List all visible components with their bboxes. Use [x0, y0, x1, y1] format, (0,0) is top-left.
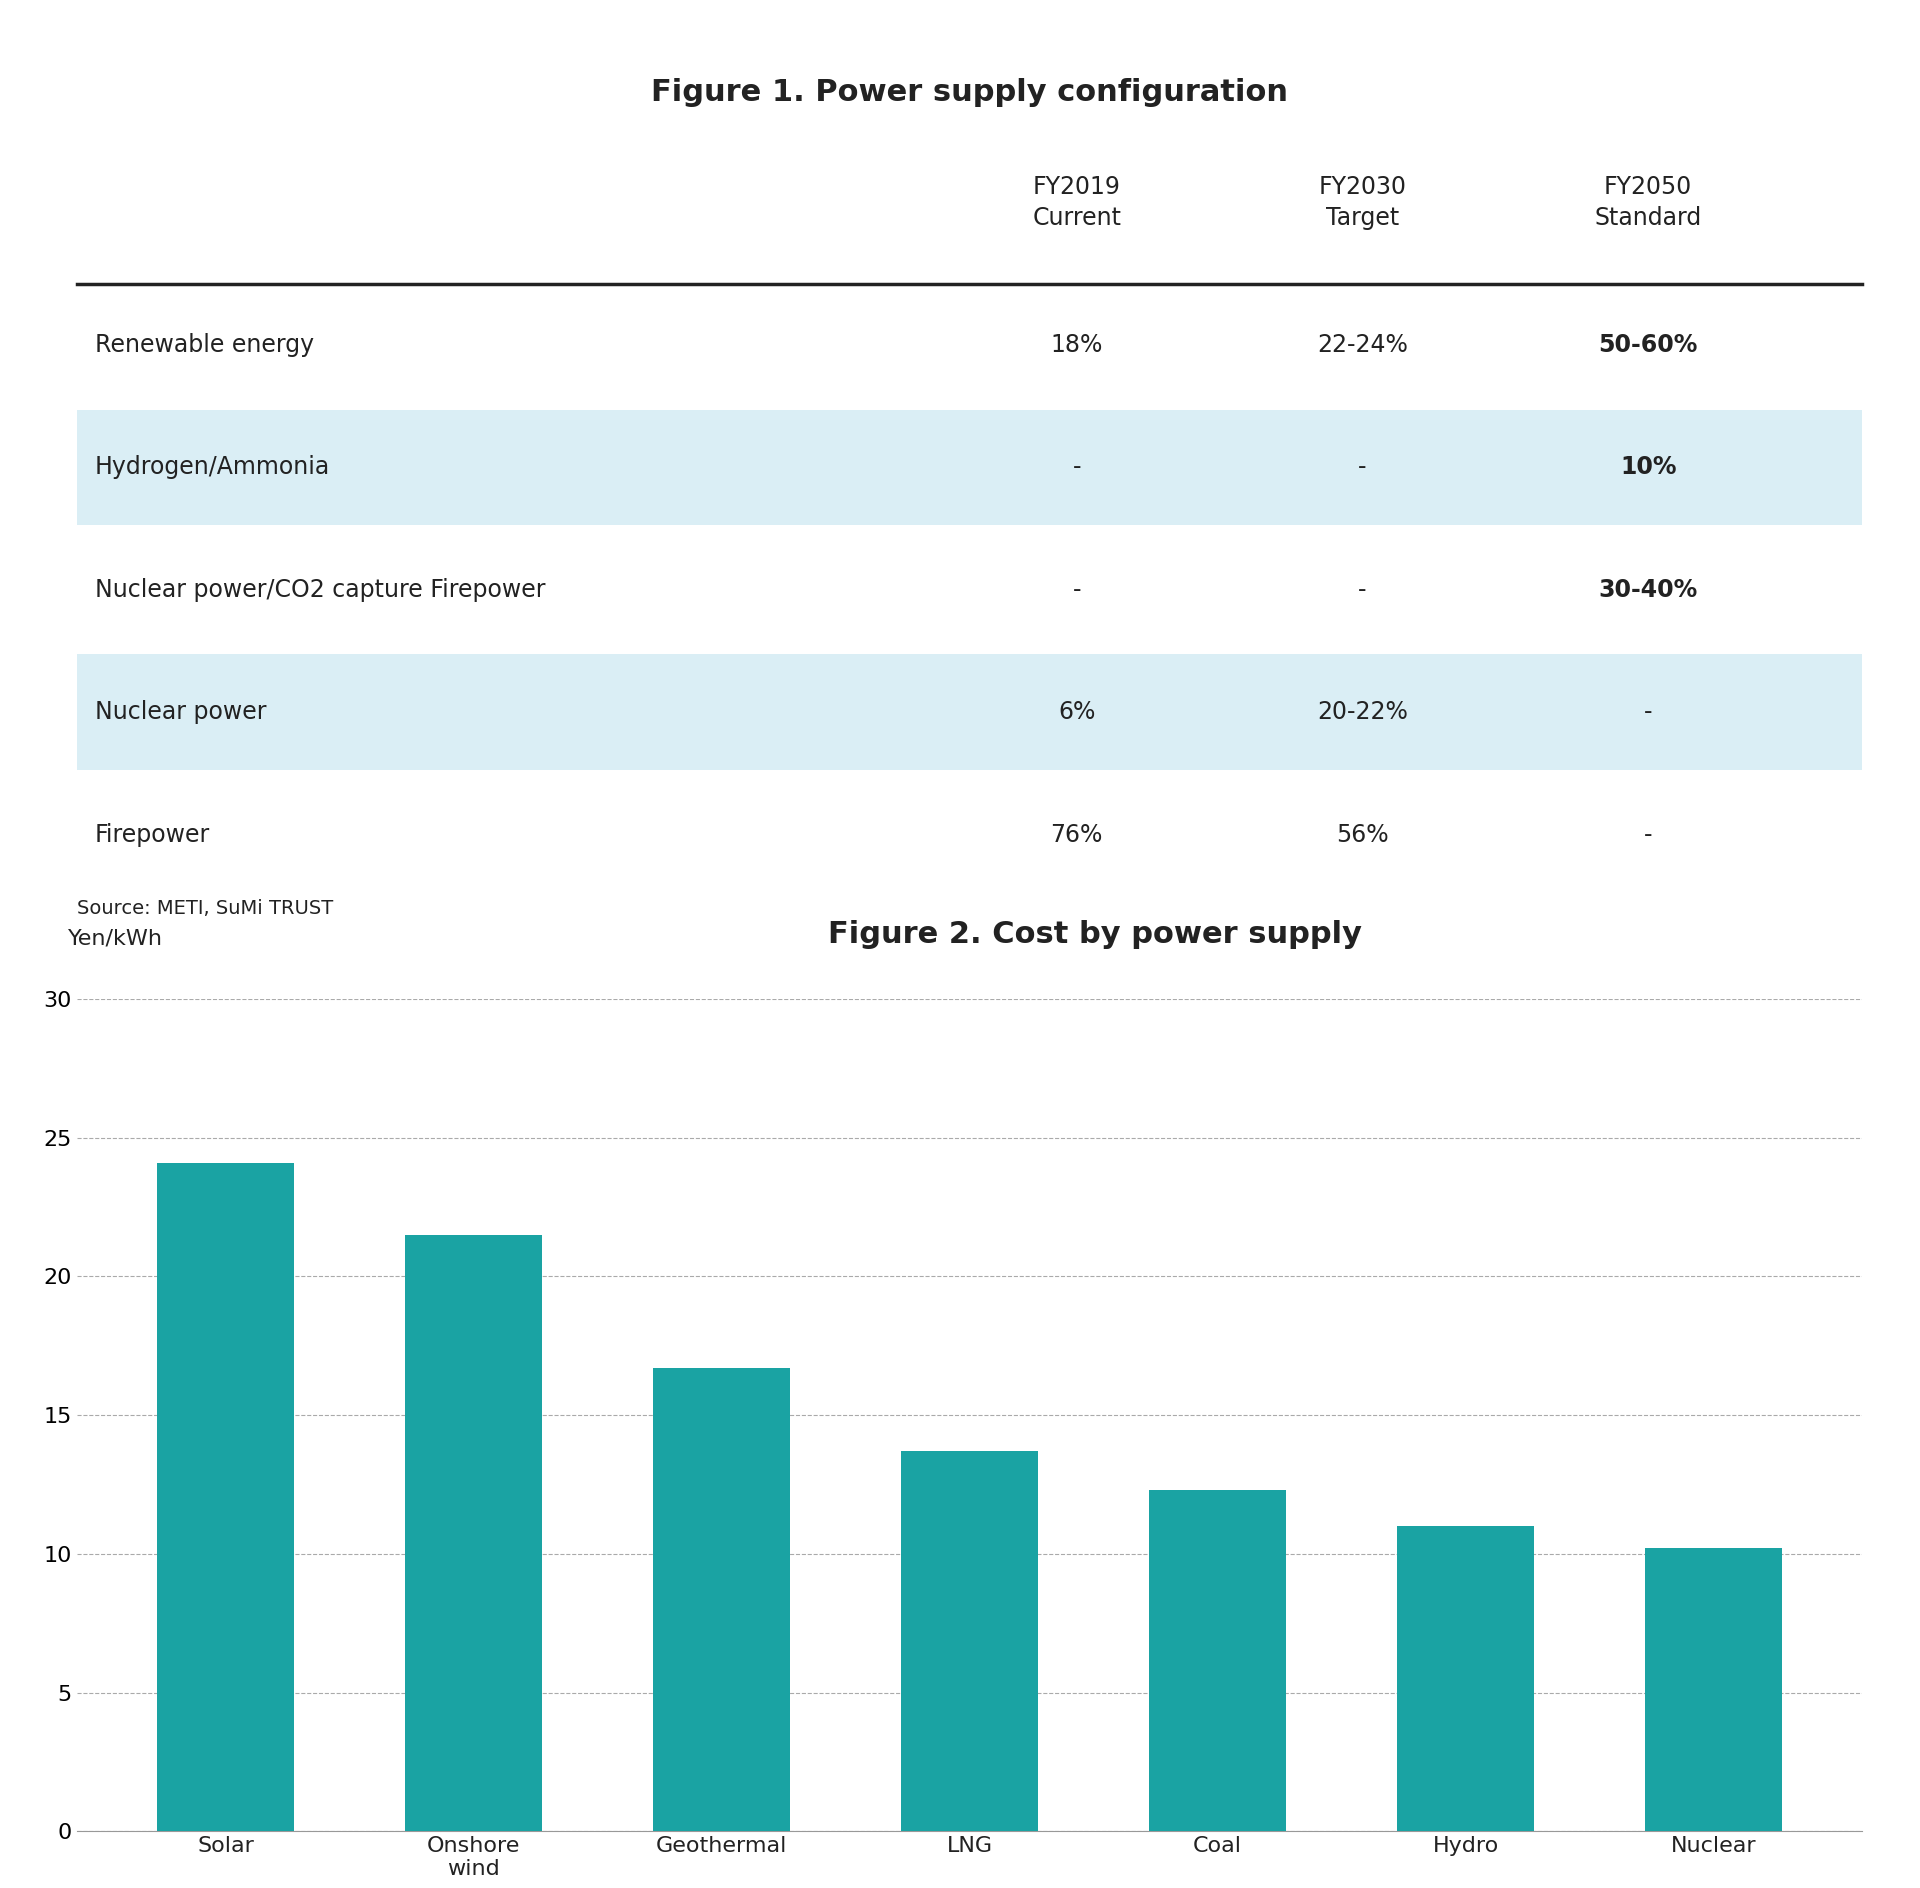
Text: Yen/kWh: Yen/kWh: [67, 929, 163, 950]
Text: Firepower: Firepower: [94, 823, 209, 846]
Text: Figure 1. Power supply configuration: Figure 1. Power supply configuration: [651, 79, 1288, 108]
Text: 6%: 6%: [1058, 700, 1096, 725]
Text: 20-22%: 20-22%: [1317, 700, 1407, 725]
Text: 30-40%: 30-40%: [1599, 578, 1697, 602]
Text: -: -: [1357, 578, 1367, 602]
Bar: [157, 1163, 294, 1831]
Text: Source: METI, SuMi TRUST: Source: METI, SuMi TRUST: [77, 899, 332, 918]
Text: 18%: 18%: [1050, 332, 1102, 357]
Text: 10%: 10%: [1620, 455, 1676, 480]
Text: Renewable energy: Renewable energy: [94, 332, 313, 357]
Text: -: -: [1644, 700, 1653, 725]
Bar: [1150, 1490, 1286, 1831]
Text: 56%: 56%: [1336, 823, 1388, 846]
Text: -: -: [1073, 455, 1081, 480]
Bar: [900, 1452, 1039, 1831]
Text: 76%: 76%: [1050, 823, 1102, 846]
Text: Figure 2. Cost by power supply: Figure 2. Cost by power supply: [828, 919, 1361, 950]
Text: Nuclear power: Nuclear power: [94, 700, 267, 725]
Text: -: -: [1644, 823, 1653, 846]
Bar: [653, 1369, 789, 1831]
Text: FY2050
Standard: FY2050 Standard: [1594, 174, 1701, 230]
Text: 22-24%: 22-24%: [1317, 332, 1407, 357]
Text: 50-60%: 50-60%: [1599, 332, 1697, 357]
Text: -: -: [1073, 578, 1081, 602]
Text: -: -: [1357, 455, 1367, 480]
Bar: [1645, 1548, 1782, 1831]
Bar: [1398, 1526, 1534, 1831]
FancyBboxPatch shape: [77, 655, 1862, 770]
FancyBboxPatch shape: [77, 410, 1862, 525]
Text: Hydrogen/Ammonia: Hydrogen/Ammonia: [94, 455, 330, 480]
Text: FY2030
Target: FY2030 Target: [1319, 174, 1407, 230]
Text: FY2019
Current: FY2019 Current: [1033, 174, 1121, 230]
Bar: [405, 1235, 541, 1831]
Text: Nuclear power/CO2 capture Firepower: Nuclear power/CO2 capture Firepower: [94, 578, 545, 602]
